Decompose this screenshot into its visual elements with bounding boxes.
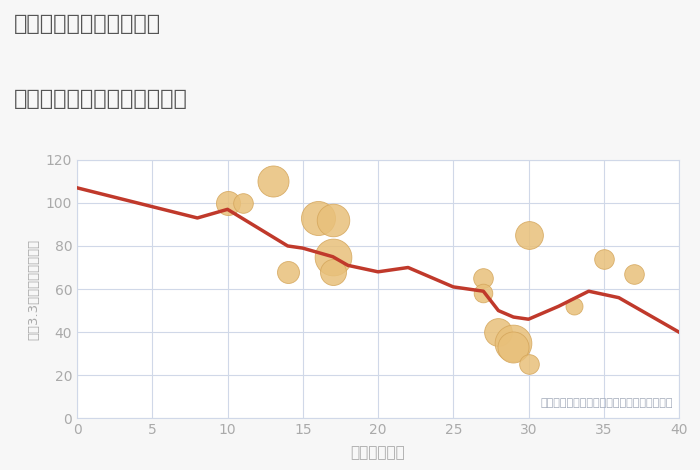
Text: 愛知県豊田市御幸本町の: 愛知県豊田市御幸本町の — [14, 14, 161, 34]
Point — [598, 255, 609, 263]
Y-axis label: 坪（3.3㎡）単価（万円）: 坪（3.3㎡）単価（万円） — [27, 238, 40, 340]
Point — [629, 270, 640, 278]
Point — [493, 329, 504, 336]
Point — [328, 253, 339, 260]
Point — [328, 216, 339, 224]
Point — [508, 339, 519, 347]
Point — [568, 303, 580, 310]
Text: 円の大きさは、取引のあった物件面積を示す: 円の大きさは、取引のあった物件面積を示す — [540, 398, 673, 408]
X-axis label: 築年数（年）: 築年数（年） — [351, 446, 405, 461]
Point — [523, 360, 534, 368]
Point — [477, 290, 489, 297]
Point — [328, 268, 339, 275]
Point — [477, 274, 489, 282]
Point — [282, 268, 293, 275]
Point — [508, 344, 519, 351]
Point — [222, 199, 233, 207]
Point — [312, 214, 323, 222]
Text: 築年数別中古マンション価格: 築年数別中古マンション価格 — [14, 89, 188, 110]
Point — [523, 231, 534, 239]
Point — [237, 199, 248, 207]
Point — [267, 178, 278, 185]
